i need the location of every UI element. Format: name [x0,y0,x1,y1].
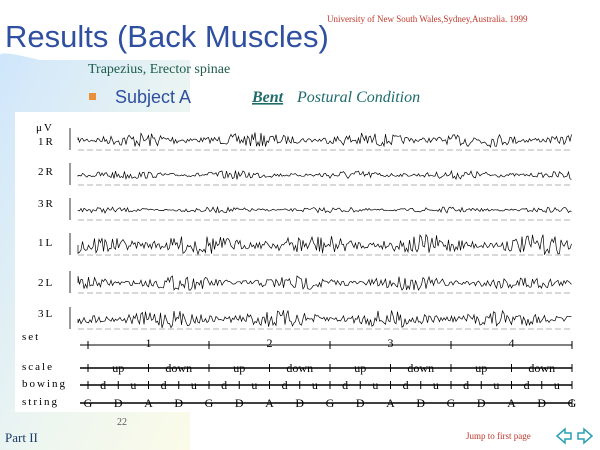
row-item: u [130,378,136,392]
section: Part II [5,430,38,445]
row-item: G [447,396,456,410]
row-item: up [233,361,245,375]
row-item: d [524,378,530,392]
channel-label: 3R [38,198,55,210]
affiliation: University of New South Wales,Sydney,Aus… [327,14,528,24]
row-item: 1 [146,336,152,350]
row-item: D [235,396,244,410]
condition-emphasis: Bent [251,89,284,106]
channel-label: 1R [38,136,55,148]
row-item: 3 [388,336,394,350]
row-item: d [342,378,348,392]
row-item: u [312,378,318,392]
row-item: up [112,361,124,375]
condition: Postural Condition [296,89,420,106]
row-item: G [205,396,214,410]
row-item: down [528,361,555,375]
row-item: G [326,396,335,410]
bullet-icon [89,93,96,100]
row-label: string [22,396,59,408]
emg-trace [77,169,572,181]
row-label: bowing [22,378,67,390]
title: Results (Back Muscles) [5,19,329,54]
row-item: u [554,378,560,392]
row-item: D [416,396,425,410]
emg-trace [77,309,572,329]
row-item: A [265,396,274,410]
row-item: d [282,378,288,392]
row-item: u [251,378,257,392]
channel-label: 2R [38,166,55,178]
row-item: A [144,396,153,410]
row-item: u [433,378,439,392]
row-item: u [493,378,499,392]
row-item: 4 [509,336,515,350]
row-label: set [22,331,40,343]
page-number: 22 [117,417,127,428]
emg-trace [77,275,572,291]
row-item: D [174,396,183,410]
row-item: d [100,378,106,392]
row-item: D [356,396,365,410]
row-item: down [286,361,313,375]
row-item: u [191,378,197,392]
subtitle: Trapezius, Erector spinae [88,62,230,77]
row-item: d [463,378,469,392]
channel-label: 2L [38,277,54,289]
unit-label: μV [36,122,54,134]
row-label: scale [22,361,54,373]
row-item: A [507,396,516,410]
row-item: up [354,361,366,375]
row-item: d [221,378,227,392]
figure [15,112,585,412]
figure-content: μV 1R 2R 3R 1L 2L 3L set 1 2 3 4 scale up down up down up… [22,122,577,410]
row-item: up [475,361,487,375]
row-item: D [114,396,123,410]
emg-trace [77,233,572,256]
subject: Subject A [115,87,191,107]
jump-link[interactable]: Jump to first page [466,431,531,441]
row-item: d [161,378,167,392]
prev-button[interactable] [555,427,572,445]
row-item: D [477,396,486,410]
row-item: down [407,361,434,375]
row-item: 2 [267,336,273,350]
row-item: G [84,396,93,410]
channel-label: 1L [38,237,54,249]
next-button[interactable] [577,427,594,445]
channel-label: 3L [38,308,54,320]
row-item: down [165,361,192,375]
row-item: D [537,396,546,410]
row-item: A [386,396,395,410]
emg-trace [77,205,572,214]
row-item: u [372,378,378,392]
emg-trace [77,132,572,148]
row-item: D [295,396,304,410]
row-item: d [403,378,409,392]
